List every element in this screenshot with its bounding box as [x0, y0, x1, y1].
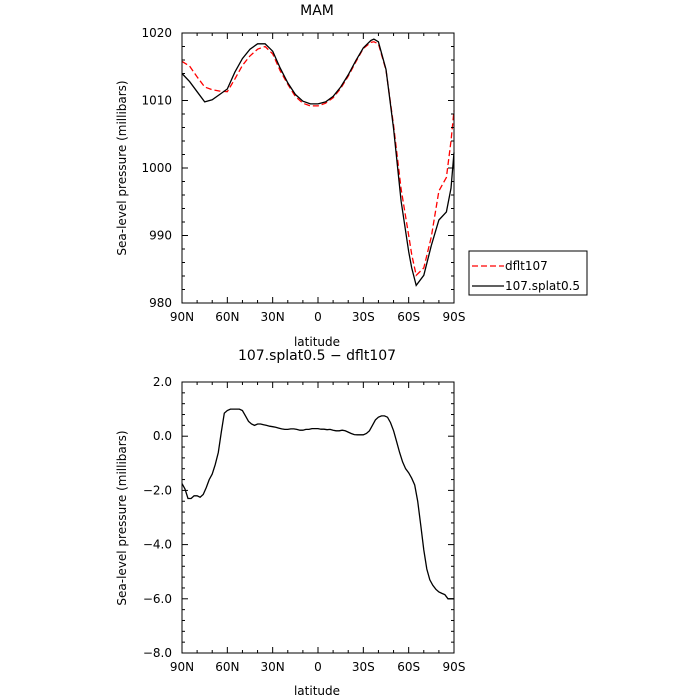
bottom-y-tick-label: 2.0 — [153, 375, 172, 389]
top-chart-x-label: latitude — [294, 335, 340, 349]
top-y-tick-label: 1010 — [141, 94, 172, 108]
bottom-x-tick-label: 90S — [443, 660, 466, 674]
bottom-chart-x-label: latitude — [294, 684, 340, 698]
top-x-tick-label: 30S — [352, 310, 375, 324]
top-plot-area: 90N 60N 30N 0 30S 60S 90S 980 990 1000 1010 1020 — [141, 26, 465, 324]
bottom-x-tick-label: 30N — [261, 660, 285, 674]
top-series-dflt107 — [181, 41, 455, 277]
bottom-chart: 107.splat0.5 − dflt107 Sea-level pressur… — [115, 348, 465, 698]
top-chart: MAM Sea-level pressure (millibars) latit… — [115, 3, 588, 349]
legend-label-splat: 107.splat0.5 — [505, 279, 580, 293]
top-series-107-splat0-5 — [181, 38, 455, 287]
bottom-chart-y-label: Sea-level pressure (millibars) — [115, 430, 129, 605]
bottom-x-tick-label: 90N — [170, 660, 194, 674]
top-y-tick-label: 990 — [149, 229, 172, 243]
bottom-y-tick-label: −6.0 — [143, 592, 172, 606]
bottom-x-tick-label: 60S — [397, 660, 420, 674]
bottom-series-difference — [181, 408, 454, 600]
bottom-plot-area: 90N 60N 30N 0 30S 60S 90S −8.0 −6.0 −4.0 −2.0 0.0 2.… — [143, 375, 466, 674]
top-x-tick-label: 90N — [170, 310, 194, 324]
top-x-tick-label: 60S — [397, 310, 420, 324]
bottom-y-tick-label: −8.0 — [143, 646, 172, 660]
bottom-y-tick-label: −4.0 — [143, 538, 172, 552]
bottom-x-tick-label: 0 — [314, 660, 322, 674]
top-x-tick-label: 60N — [215, 310, 239, 324]
top-y-tick-label: 1020 — [141, 26, 172, 40]
top-chart-title: MAM — [300, 3, 334, 19]
top-x-tick-label: 0 — [314, 310, 322, 324]
top-x-tick-label: 90S — [443, 310, 466, 324]
legend-label-dflt107: dflt107 — [505, 259, 548, 273]
bottom-x-tick-label: 60N — [215, 660, 239, 674]
legend: dflt107 107.splat0.5 — [468, 250, 588, 296]
top-y-tick-label: 980 — [149, 296, 172, 310]
top-x-tick-label: 30N — [261, 310, 285, 324]
legend-box — [468, 250, 588, 296]
top-y-tick-label: 1000 — [141, 161, 172, 175]
bottom-chart-title: 107.splat0.5 − dflt107 — [238, 348, 396, 364]
bottom-y-tick-label: −2.0 — [143, 483, 172, 497]
bottom-x-tick-label: 30S — [352, 660, 375, 674]
top-chart-y-label: Sea-level pressure (millibars) — [115, 80, 129, 255]
bottom-y-tick-label: 0.0 — [153, 429, 172, 443]
